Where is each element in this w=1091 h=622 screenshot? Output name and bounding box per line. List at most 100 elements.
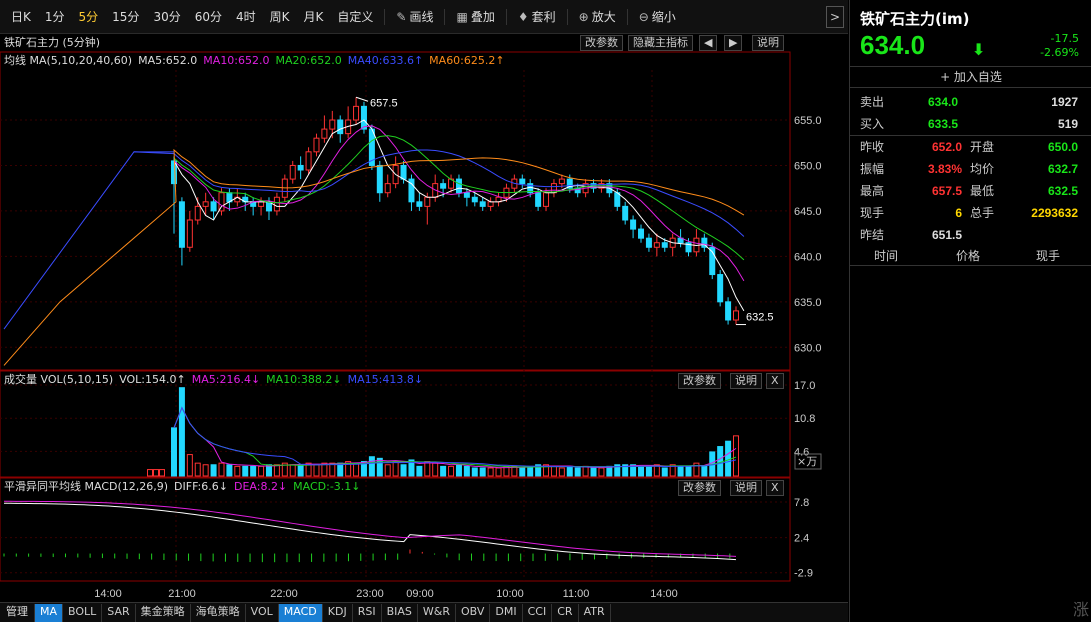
cur-volume-label: 现手 <box>860 206 885 220</box>
volume-bar-52 <box>582 465 589 477</box>
vol-help-button[interactable]: 说明 <box>730 373 762 389</box>
main-params-button[interactable]: 改参数 <box>580 35 623 51</box>
period-1[interactable]: 1分 <box>44 9 65 24</box>
volume-bar-70 <box>725 440 732 477</box>
avg-value: 632.7 <box>1047 162 1078 176</box>
volume-panel-frame <box>0 370 791 478</box>
period-9[interactable]: 自定义 <box>337 9 374 24</box>
macd-panel-frame <box>0 477 791 582</box>
prev-close-value: 652.0 <box>931 140 962 154</box>
volume-bar-57 <box>622 464 629 477</box>
avg-label: 均价 <box>970 162 995 176</box>
macd-close-button[interactable]: X <box>766 480 784 496</box>
volume-bar-9 <box>242 465 249 477</box>
vol-legend-item-3: MA10:388.2↓ <box>266 373 342 386</box>
volume-bar-29 <box>400 464 407 477</box>
zoom-in-button[interactable]: ⊕ 放大 <box>572 0 623 34</box>
toolbar-separator <box>626 8 628 25</box>
open-label: 开盘 <box>970 140 995 154</box>
hide-indicator-button[interactable]: 隐藏主指标 <box>628 35 693 51</box>
vol-close-button[interactable]: X <box>766 373 784 389</box>
tab-9[interactable]: RSI <box>353 603 382 622</box>
amplitude-value: 3.83% <box>927 162 962 176</box>
volume-bar-11 <box>258 465 265 477</box>
main-help-button[interactable]: 说明 <box>752 35 784 51</box>
tab-6[interactable]: VOL <box>246 603 279 622</box>
tab-8[interactable]: KDJ <box>323 603 353 622</box>
ma10-line <box>173 125 745 282</box>
tab-5[interactable]: 海龟策略 <box>191 603 246 622</box>
volume-bar-3 <box>194 462 201 477</box>
tab-0[interactable]: 管理 <box>0 603 35 622</box>
volume-bar-26 <box>376 457 383 477</box>
volume-bar-35 <box>448 465 455 477</box>
tab-2[interactable]: BOLL <box>63 603 103 622</box>
volume-bar-20 <box>329 462 336 477</box>
period-7[interactable]: 周K <box>269 9 290 24</box>
candle-body-71 <box>733 310 739 321</box>
zoom-in-icon: ⊕ <box>578 9 589 24</box>
vol-params-button[interactable]: 改参数 <box>678 373 721 389</box>
kline-chart[interactable]: 655.0 650.0 645.0 640.0 635.0 630.0 657.5 632.5… <box>0 34 848 602</box>
add-watchlist-button[interactable]: + 加入自选 <box>850 66 1091 88</box>
ma40-line <box>3 149 745 330</box>
volume-bar-13 <box>273 464 280 477</box>
price-tick-4: 635.0 <box>794 297 822 309</box>
volume-bar-56 <box>614 464 621 477</box>
candle-body-67 <box>701 237 708 248</box>
period-6[interactable]: 4时 <box>236 9 256 24</box>
candle-body-39 <box>479 201 486 207</box>
macd-params-button[interactable]: 改参数 <box>678 480 721 496</box>
main-legend-item-5: MA60:625.2↑ <box>429 54 505 67</box>
tab-16[interactable]: ATR <box>579 603 611 622</box>
tab-1[interactable]: MA <box>35 603 64 622</box>
macd-legend: 平滑异同平均线 MACD(12,26,9) DIFF:6.6↓ DEA:8.2↓ MA… <box>0 478 792 496</box>
period-0[interactable]: 日K <box>11 9 31 24</box>
toolbar-more-button[interactable]: > <box>826 6 844 28</box>
change-value: -17.5 <box>1050 32 1079 45</box>
col-volume: 现手 <box>1036 249 1061 263</box>
tab-15[interactable]: CR <box>552 603 579 622</box>
low-annotation: 632.5 <box>746 312 774 324</box>
macd-legend-item-1: DIFF:6.6↓ <box>174 480 228 493</box>
candle-body-5 <box>210 201 217 212</box>
tab-12[interactable]: OBV <box>456 603 491 622</box>
candle-body-50 <box>566 178 573 189</box>
volume-bar-36 <box>455 464 462 477</box>
chart-area: 655.0 650.0 645.0 640.0 635.0 630.0 657.5 632.5… <box>0 34 848 602</box>
tab-7[interactable]: MACD <box>278 603 323 622</box>
arbitrage-icon: ♦ <box>517 9 529 24</box>
period-3[interactable]: 15分 <box>112 9 140 24</box>
volume-bar-18 <box>313 464 320 477</box>
tab-3[interactable]: SAR <box>102 603 136 622</box>
volume-bar-48 <box>550 465 557 477</box>
arbitrage-button[interactable]: ♦ 套利 <box>511 0 563 34</box>
candle-body-11 <box>258 201 265 207</box>
tab-13[interactable]: DMI <box>490 603 523 622</box>
volume-bar-10 <box>250 465 257 477</box>
overlay-button[interactable]: ▦ 叠加 <box>449 0 501 34</box>
scroll-right-button[interactable]: ▶ <box>724 35 743 51</box>
zoom-out-button[interactable]: ⊖ 缩小 <box>632 0 683 34</box>
scroll-left-button[interactable]: ◀ <box>699 35 718 51</box>
overlay-label: 叠加 <box>470 9 495 24</box>
ma5-line <box>173 119 745 312</box>
period-5[interactable]: 60分 <box>194 9 222 24</box>
period-8[interactable]: 月K <box>303 9 324 24</box>
macd-help-button[interactable]: 说明 <box>730 480 762 496</box>
tab-4[interactable]: 集金策略 <box>136 603 191 622</box>
stats-row-5: 昨结 651.5 <box>850 224 1091 246</box>
vol-tick-2: 4.6 <box>794 446 809 458</box>
period-4[interactable]: 30分 <box>153 9 181 24</box>
volume-bar-16 <box>297 464 304 477</box>
candle-body-62 <box>661 242 668 248</box>
candle-body-36 <box>455 178 462 194</box>
time-tick-1: 21:00 <box>168 588 196 600</box>
tab-14[interactable]: CCI <box>523 603 553 622</box>
volume-bar-50 <box>566 465 573 477</box>
tab-11[interactable]: W&R <box>418 603 456 622</box>
draw-button[interactable]: ✎ 画线 <box>389 0 440 34</box>
tab-10[interactable]: BIAS <box>382 603 418 622</box>
period-2[interactable]: 5分 <box>78 9 99 24</box>
candle-body-29 <box>400 164 407 180</box>
